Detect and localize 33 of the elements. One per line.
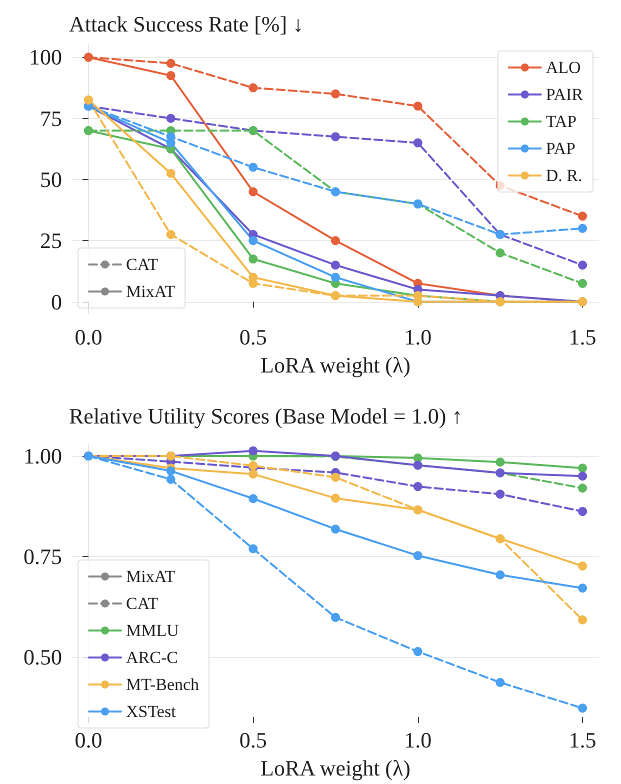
legend-label: ALO: [546, 58, 581, 77]
x-axis-title: LoRA weight (λ): [260, 352, 410, 378]
legend-label: PAP: [546, 139, 576, 158]
x-tick-label: 1.0: [404, 728, 432, 752]
y-tick-label: 0: [51, 289, 62, 314]
y-tick-label: 50: [40, 167, 62, 192]
legend-label: MT-Bench: [126, 675, 200, 694]
y-tick-label: 1.00: [24, 444, 62, 469]
legend-label: D. R.: [546, 166, 582, 185]
y-tick-label: 100: [29, 44, 62, 70]
x-tick-label: 1.5: [568, 728, 596, 752]
y-tick-label: 0.50: [24, 644, 62, 670]
y-tick-label: 25: [40, 228, 62, 254]
x-tick-label: 0.5: [239, 728, 267, 752]
legend-label: CAT: [126, 594, 159, 613]
chart-title: Attack Success Rate [%] ↓: [69, 12, 304, 36]
legend-label: MixAT: [126, 567, 176, 586]
y-tick-label: 0.75: [24, 544, 62, 569]
x-tick-label: 0.0: [74, 324, 102, 350]
legend-label: MMLU: [126, 621, 179, 640]
y-tick-label: 75: [40, 106, 62, 131]
legend-label: MixAT: [126, 282, 176, 301]
legend-label: TAP: [546, 112, 577, 131]
x-tick-label: 1.0: [404, 324, 432, 350]
x-tick-label: 0.5: [239, 324, 267, 350]
legend-label: XSTest: [126, 702, 176, 721]
x-tick-label: 1.5: [568, 324, 596, 350]
legend-label: PAIR: [546, 85, 584, 104]
x-axis-title: LoRA weight (λ): [260, 756, 410, 780]
chart-title: Relative Utility Scores (Base Model = 1.0) ↑: [69, 404, 463, 428]
legend-label: ARC-C: [126, 648, 178, 667]
x-tick-label: 0.0: [74, 728, 102, 752]
legend-label: CAT: [126, 255, 159, 274]
